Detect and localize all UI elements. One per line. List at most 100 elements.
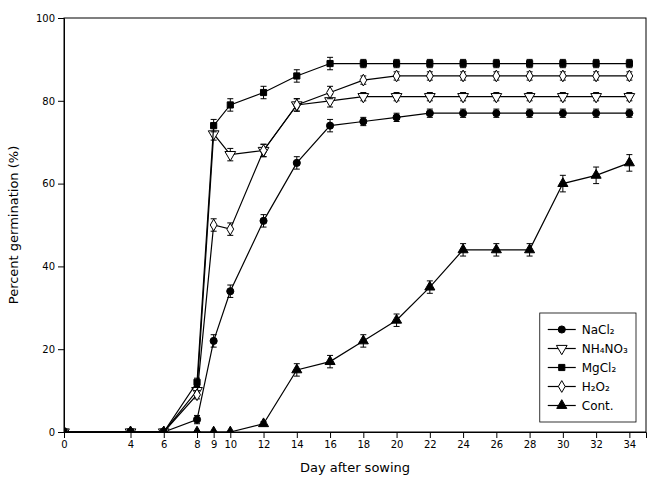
error-bar <box>227 285 233 297</box>
point <box>426 110 433 117</box>
point <box>425 281 435 290</box>
x-axis: 0468910121416182022242628303234 <box>61 432 646 450</box>
point <box>293 99 300 111</box>
x-tick-label: 32 <box>590 439 603 450</box>
legend-item: NH₄NO₃ <box>548 342 628 356</box>
point <box>225 426 235 432</box>
legend-label: H₂O₂ <box>582 380 610 394</box>
x-tick-label: 12 <box>258 439 271 450</box>
x-tick-label: 0 <box>61 439 67 450</box>
point <box>460 70 467 82</box>
y-tick: 60 <box>42 178 64 189</box>
error-bar-cap <box>560 175 566 176</box>
error-bar-cap <box>211 119 217 120</box>
x-axis-title: Day after sowing <box>300 460 410 475</box>
point <box>393 60 399 66</box>
point <box>591 170 601 179</box>
point <box>426 70 433 82</box>
error-bar-cap <box>626 154 632 155</box>
x-tick: 4 <box>128 432 134 450</box>
x-tick-mark <box>530 432 531 438</box>
x-tick: 26 <box>490 432 503 450</box>
point <box>493 110 500 117</box>
error-bar-cap <box>527 59 533 60</box>
error-bar <box>527 59 533 67</box>
x-axis-line <box>65 433 647 439</box>
point <box>392 314 402 323</box>
x-tick: 8 <box>194 432 200 450</box>
point <box>424 94 435 103</box>
error-bar-cap <box>294 169 300 170</box>
point <box>460 60 466 66</box>
legend-marker <box>556 345 567 354</box>
legend-item: MgCl₂ <box>548 361 617 375</box>
y-axis-title: Percent germination (%) <box>6 146 21 304</box>
x-tick-mark <box>463 432 464 438</box>
error-bar <box>227 99 233 111</box>
error-bar <box>294 99 300 111</box>
x-tick-label: 24 <box>457 439 470 450</box>
x-tick-mark <box>330 432 331 438</box>
point <box>208 131 219 140</box>
x-tick-mark <box>397 432 398 438</box>
x-tick: 22 <box>424 432 437 450</box>
x-tick: 16 <box>324 432 337 450</box>
point <box>292 364 302 373</box>
error-bar-cap <box>227 111 233 112</box>
error-bar <box>427 109 433 117</box>
point <box>193 416 200 423</box>
x-tick-mark <box>563 432 564 438</box>
error-bar-cap <box>560 191 566 192</box>
error-bar-cap <box>394 59 400 60</box>
y-tick: 80 <box>42 96 64 107</box>
x-tick: 9 <box>211 432 217 450</box>
error-bar <box>394 113 400 121</box>
error-bar-cap <box>626 67 632 68</box>
point <box>458 94 469 103</box>
x-tick-label: 26 <box>490 439 503 450</box>
error-bar-cap <box>294 69 300 70</box>
legend-label: Cont. <box>582 399 614 413</box>
error-bar <box>560 109 566 117</box>
error-bar <box>261 144 267 156</box>
error-bar <box>294 99 300 111</box>
point <box>192 426 202 432</box>
point <box>326 122 333 129</box>
error-bar-cap <box>261 227 267 228</box>
x-tick: 20 <box>391 432 404 450</box>
error-bar <box>194 415 200 423</box>
error-bar-cap <box>327 367 333 368</box>
point <box>210 219 217 231</box>
x-tick-mark <box>264 432 265 438</box>
x-tick: 0 <box>61 432 67 450</box>
point <box>624 94 635 103</box>
point <box>260 89 266 95</box>
y-tick-label: 20 <box>42 344 55 355</box>
error-bar <box>227 223 233 235</box>
point <box>626 70 633 82</box>
x-tick: 28 <box>524 432 537 450</box>
point <box>260 145 267 157</box>
point <box>458 244 468 253</box>
error-bar-cap <box>261 214 267 215</box>
x-tick-mark <box>131 432 132 438</box>
point <box>360 74 367 86</box>
error-bar-cap <box>593 59 599 60</box>
y-tick-mark <box>58 18 64 19</box>
legend-marker <box>557 400 567 409</box>
point <box>626 110 633 117</box>
y-tick-label: 80 <box>42 96 55 107</box>
point <box>624 157 634 166</box>
point <box>260 217 267 224</box>
x-tick-mark <box>197 432 198 438</box>
y-tick: 20 <box>42 344 64 355</box>
x-tick: 24 <box>457 432 470 450</box>
x-tick-mark <box>363 432 364 438</box>
x-tick-mark <box>629 432 630 438</box>
error-bar-cap <box>327 69 333 70</box>
error-bar <box>294 70 300 82</box>
legend-label: MgCl₂ <box>582 361 617 375</box>
error-bar-cap <box>327 57 333 58</box>
error-bar <box>593 59 599 67</box>
error-bar-cap <box>527 67 533 68</box>
